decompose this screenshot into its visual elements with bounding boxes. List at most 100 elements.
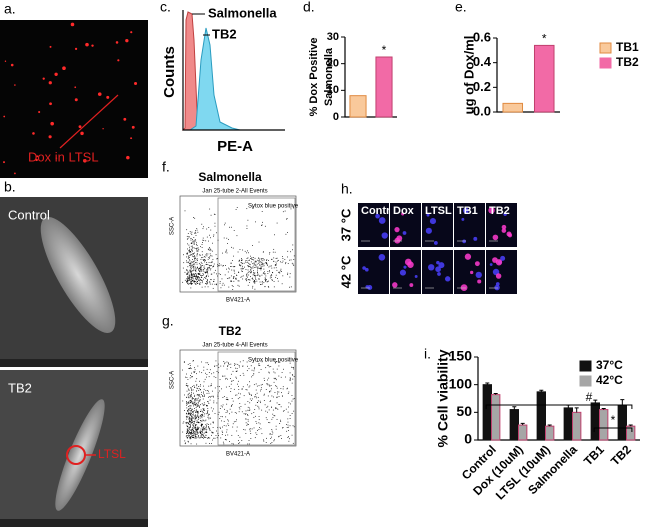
event bbox=[187, 436, 189, 438]
event bbox=[195, 278, 197, 280]
event bbox=[187, 266, 189, 268]
event bbox=[206, 275, 208, 276]
event bbox=[269, 252, 271, 253]
event bbox=[273, 267, 275, 269]
event bbox=[189, 400, 191, 402]
event bbox=[227, 362, 229, 364]
event bbox=[194, 263, 196, 265]
event bbox=[195, 436, 197, 438]
event bbox=[189, 264, 191, 266]
event bbox=[206, 392, 208, 394]
event bbox=[195, 380, 197, 382]
cell bbox=[462, 239, 466, 244]
event bbox=[205, 430, 207, 432]
event bbox=[196, 415, 198, 417]
event bbox=[226, 410, 228, 412]
event bbox=[208, 385, 210, 387]
event bbox=[249, 264, 251, 266]
dot bbox=[38, 110, 41, 114]
event bbox=[219, 418, 221, 419]
event bbox=[275, 425, 277, 427]
event bbox=[269, 390, 271, 392]
event bbox=[214, 365, 215, 367]
event bbox=[199, 264, 201, 266]
event bbox=[223, 265, 224, 266]
y-axis-label: Counts bbox=[161, 46, 178, 98]
event bbox=[214, 222, 216, 224]
event bbox=[232, 370, 234, 372]
event bbox=[190, 283, 192, 285]
event bbox=[194, 259, 196, 261]
event bbox=[209, 443, 210, 444]
event bbox=[259, 365, 261, 366]
event bbox=[283, 410, 285, 412]
event bbox=[256, 392, 258, 394]
event bbox=[260, 402, 261, 404]
event bbox=[249, 385, 251, 387]
event bbox=[191, 376, 193, 378]
event bbox=[246, 260, 248, 262]
event bbox=[196, 259, 198, 261]
event bbox=[289, 362, 291, 364]
event bbox=[245, 418, 247, 420]
event bbox=[190, 267, 192, 269]
event bbox=[231, 434, 233, 436]
event bbox=[206, 281, 208, 282]
event bbox=[209, 269, 211, 271]
event bbox=[206, 376, 207, 378]
event bbox=[206, 269, 208, 271]
event bbox=[186, 253, 188, 255]
event bbox=[270, 390, 272, 392]
plot-title: TB2 bbox=[219, 324, 242, 338]
event bbox=[225, 250, 227, 252]
event bbox=[228, 425, 230, 426]
event bbox=[212, 266, 214, 268]
event bbox=[203, 425, 205, 427]
event bbox=[199, 266, 201, 268]
event bbox=[233, 266, 235, 268]
event bbox=[246, 279, 248, 281]
event bbox=[287, 232, 288, 233]
event bbox=[191, 413, 192, 414]
event bbox=[193, 281, 195, 283]
event bbox=[201, 424, 202, 426]
event bbox=[187, 280, 188, 281]
event bbox=[199, 282, 201, 284]
event bbox=[194, 416, 196, 418]
sem-info-bar bbox=[0, 519, 148, 527]
event bbox=[242, 271, 243, 272]
y-axis-label: % Cell viability bbox=[435, 349, 451, 447]
event bbox=[197, 276, 199, 277]
event bbox=[249, 263, 251, 265]
event bbox=[246, 275, 248, 277]
event bbox=[202, 398, 204, 400]
event bbox=[204, 410, 205, 411]
event bbox=[284, 210, 286, 212]
event bbox=[189, 426, 191, 428]
event bbox=[197, 403, 199, 405]
event bbox=[200, 431, 202, 433]
event bbox=[282, 211, 284, 213]
event bbox=[191, 400, 193, 402]
dot bbox=[134, 81, 138, 86]
event bbox=[189, 417, 191, 419]
event bbox=[200, 384, 201, 386]
event bbox=[247, 401, 249, 402]
event bbox=[292, 374, 294, 376]
event bbox=[269, 391, 271, 393]
event bbox=[234, 412, 236, 413]
event bbox=[206, 283, 208, 285]
cell bbox=[463, 207, 469, 214]
event bbox=[195, 403, 197, 405]
event bbox=[194, 274, 196, 276]
event bbox=[293, 366, 294, 368]
event bbox=[243, 268, 244, 270]
dot bbox=[83, 159, 87, 163]
event bbox=[212, 395, 214, 397]
event bbox=[191, 266, 193, 268]
event bbox=[285, 408, 287, 410]
event bbox=[185, 435, 187, 437]
event bbox=[251, 398, 253, 400]
event bbox=[256, 385, 258, 387]
event bbox=[207, 279, 208, 281]
